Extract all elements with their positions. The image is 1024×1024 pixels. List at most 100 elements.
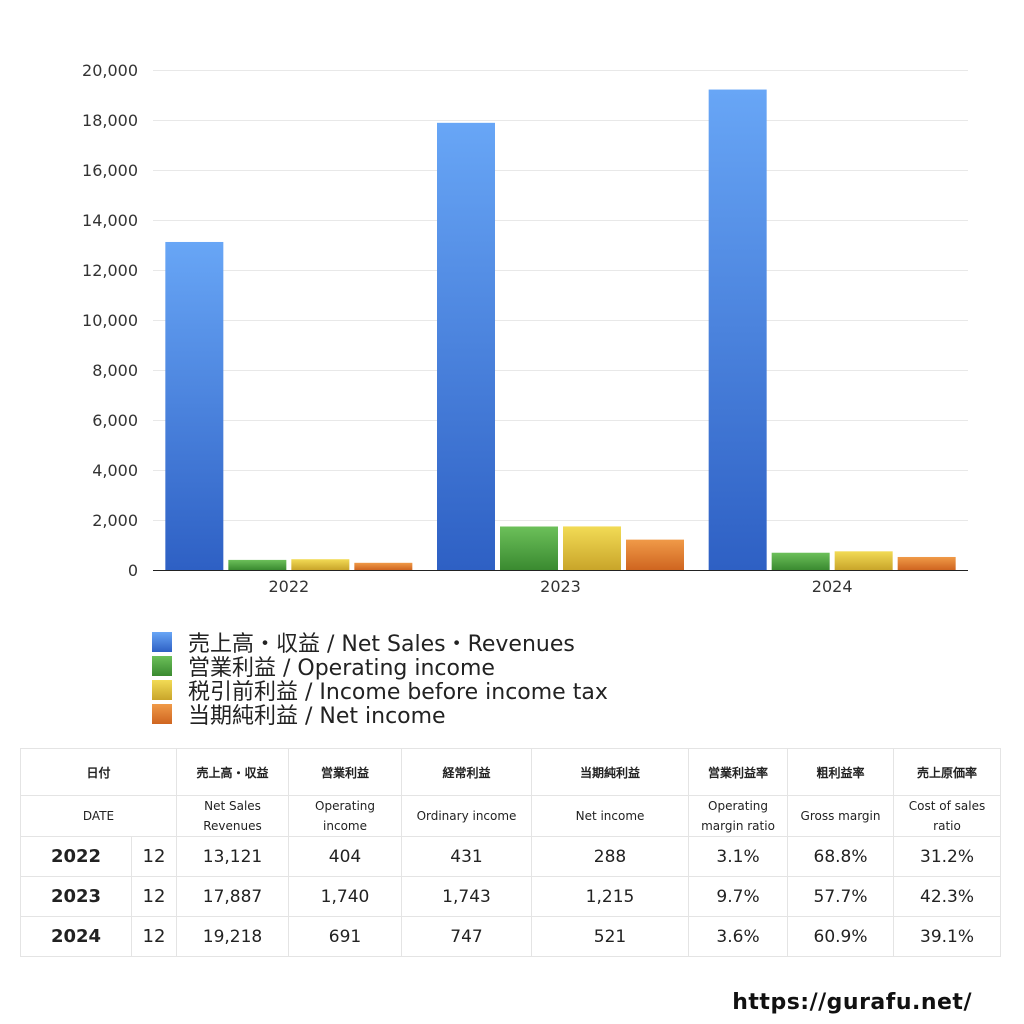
value-cell: 31.2% [893,836,1002,877]
value-cell: 431 [401,836,533,877]
header-line: DATE [82,809,115,823]
bar [291,559,350,570]
value-cell: 747 [401,916,533,957]
header-cell: 当期純利益 [531,748,690,796]
legend-item: 税引前利益 / Income before income tax [152,678,608,705]
bar [500,526,558,570]
value-cell: 60.9% [787,916,895,957]
header-cell: Operating income [288,795,403,837]
y-axis-ticks: 0 2,000 4,000 6,000 8,000 10,000 12,000 14,000 1… [82,61,138,580]
bar [165,241,224,570]
header-cell: DATE [19,795,178,837]
bars [165,89,956,571]
header-cell: Net income [531,795,690,837]
legend: 売上高・収益 / Net Sales・Revenues 営業利益 / Opera… [152,630,608,729]
header-cell: 売上原価率 [893,748,1002,796]
x-tick-label: 2022 [268,577,309,596]
y-tick-label: 8,000 [92,361,138,380]
header-cell: Gross margin [787,795,895,837]
header-cell: 売上高・収益 [176,748,290,796]
header-line: Net income [575,809,645,823]
site-url[interactable]: https://gurafu.net/ [732,990,972,1015]
y-tick-label: 16,000 [82,161,138,180]
bar [626,539,684,570]
value-cell: 17,887 [176,876,290,917]
bar [708,89,767,571]
table-row: 2022 12 13,121 404 431 288 3.1% 68.8% 31… [20,836,1002,877]
value-cell: 13,121 [176,836,290,877]
y-tick-label: 14,000 [82,211,138,230]
header-line: ratio [933,819,961,833]
y-tick-label: 0 [128,561,138,580]
y-tick-label: 2,000 [92,511,138,530]
legend-label: 税引前利益 / Income before income tax [188,680,608,705]
value-cell: 42.3% [893,876,1002,917]
value-cell: 691 [288,916,403,957]
value-cell: 3.1% [688,836,789,877]
bar [563,526,621,570]
bar [771,552,830,570]
value-cell: 288 [531,836,690,877]
legend-swatch [152,632,172,652]
header-cell: 経常利益 [401,748,533,796]
y-tick-label: 18,000 [82,111,138,130]
header-line: Revenues [203,819,262,833]
month-cell: 12 [130,836,178,877]
header-cell: 営業利益率 [688,748,789,796]
month-cell: 12 [130,916,178,957]
table-row: 2024 12 19,218 691 747 521 3.6% 60.9% 39… [20,916,1002,957]
header-cell: Operating margin ratio [688,795,789,837]
header-cell: Net Sales Revenues [176,795,290,837]
legend-swatch [152,656,172,676]
header-line: Net Sales [204,799,261,813]
value-cell: 9.7% [688,876,789,917]
header-line: Operating [315,799,376,813]
legend-swatch [152,680,172,700]
legend-item: 営業利益 / Operating income [152,654,608,681]
x-axis-ticks: 2022 2023 2024 [268,577,852,596]
year-cell: 2024 [20,916,132,957]
y-tick-label: 12,000 [82,261,138,280]
value-cell: 68.8% [787,836,895,877]
legend-swatch [152,704,172,724]
legend-label: 営業利益 / Operating income [188,656,495,681]
value-cell: 3.6% [688,916,789,957]
year-cell: 2022 [20,836,132,877]
value-cell: 521 [531,916,690,957]
value-cell: 39.1% [893,916,1002,957]
value-cell: 1,215 [531,876,690,917]
legend-item: 当期純利益 / Net income [152,702,608,729]
y-tick-label: 4,000 [92,461,138,480]
bar [897,556,956,570]
header-line: Gross margin [800,809,881,823]
header-line: Cost of sales [908,799,986,813]
table-header-ja: 日付 売上高・収益 営業利益 経常利益 当期純利益 営業利益率 粗利益率 売上原… [19,748,1002,796]
bar [228,559,287,570]
bar [834,551,893,570]
value-cell: 404 [288,836,403,877]
legend-label: 当期純利益 / Net income [188,704,446,729]
month-cell: 12 [130,876,178,917]
header-cell: Ordinary income [401,795,533,837]
y-tick-label: 6,000 [92,411,138,430]
bar [354,562,413,570]
table-header-en: DATE Net Sales Revenues Operating income O… [19,795,1002,837]
bar-chart: 0 2,000 4,000 6,000 8,000 10,000 12,000 14,000 1… [82,61,968,596]
table-row: 2023 12 17,887 1,740 1,743 1,215 9.7% 57… [20,876,1002,917]
x-tick-label: 2023 [540,577,581,596]
legend-item: 売上高・収益 / Net Sales・Revenues [152,630,608,657]
year-cell: 2023 [20,876,132,917]
header-line: Ordinary income [416,809,517,823]
y-tick-label: 20,000 [82,61,138,80]
value-cell: 57.7% [787,876,895,917]
bar [437,122,495,570]
value-cell: 1,743 [401,876,533,917]
gridlines [153,70,968,521]
x-tick-label: 2024 [812,577,853,596]
header-line: margin ratio [701,819,775,833]
header-cell: 営業利益 [288,748,403,796]
legend-label: 売上高・収益 / Net Sales・Revenues [188,632,575,657]
y-tick-label: 10,000 [82,311,138,330]
value-cell: 1,740 [288,876,403,917]
header-cell: 日付 [19,748,178,796]
